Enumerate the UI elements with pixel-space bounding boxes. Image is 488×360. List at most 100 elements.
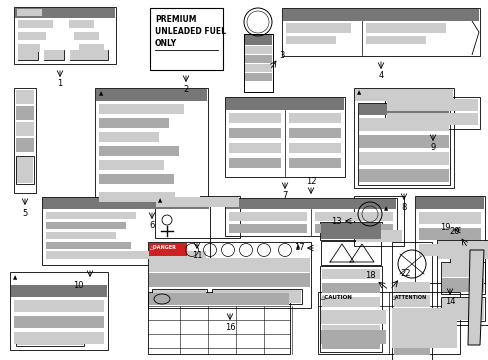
Bar	[99, 132, 159, 142]
Text: 6: 6	[149, 221, 154, 230]
Bar	[358, 152, 448, 165]
Bar	[358, 169, 448, 182]
Bar	[321, 339, 379, 349]
Text: 2: 2	[183, 85, 188, 94]
Bar	[225, 98, 343, 110]
Bar	[14, 316, 104, 328]
Bar	[99, 146, 179, 156]
Bar	[319, 266, 381, 352]
Bar	[393, 282, 429, 292]
Bar	[228, 143, 281, 153]
Bar	[44, 50, 64, 60]
Bar	[18, 44, 40, 52]
Bar	[321, 297, 379, 307]
Text: 17: 17	[293, 243, 304, 252]
Bar	[43, 198, 208, 209]
Text: 16: 16	[224, 323, 235, 332]
Bar	[288, 113, 340, 123]
Text: ▲: ▲	[383, 206, 387, 211]
Bar	[386, 99, 477, 111]
Bar	[441, 278, 483, 292]
Bar	[149, 273, 309, 287]
Bar	[321, 283, 379, 293]
Text: 10: 10	[73, 280, 83, 289]
Bar	[449, 256, 477, 276]
Bar	[365, 36, 425, 44]
Bar	[320, 223, 380, 239]
Bar	[10, 272, 108, 350]
Text: 11: 11	[191, 252, 202, 261]
Bar	[282, 8, 479, 56]
Bar	[74, 32, 99, 40]
Bar	[321, 325, 379, 335]
Bar	[288, 158, 340, 168]
Bar	[414, 196, 484, 283]
Bar	[441, 298, 483, 320]
Bar	[17, 9, 42, 16]
Text: 13: 13	[330, 216, 341, 225]
Bar	[99, 160, 163, 170]
Bar	[415, 197, 483, 209]
Bar	[14, 332, 104, 344]
Bar	[70, 50, 108, 60]
Bar	[244, 34, 272, 92]
Bar	[225, 199, 395, 209]
Text: 12: 12	[305, 176, 316, 185]
Bar	[42, 197, 209, 265]
Bar	[46, 232, 116, 239]
Text: 1: 1	[57, 80, 62, 89]
Bar	[149, 258, 309, 272]
Bar	[224, 97, 345, 177]
Bar	[70, 50, 108, 60]
Bar	[288, 128, 340, 138]
Bar	[18, 50, 38, 60]
Bar	[288, 143, 340, 153]
Bar	[244, 35, 271, 45]
Bar	[321, 311, 379, 321]
Bar	[46, 252, 121, 259]
Bar	[46, 242, 131, 249]
Bar	[99, 192, 189, 202]
Bar	[16, 138, 34, 152]
Bar	[320, 330, 385, 344]
Text: 5: 5	[22, 208, 27, 217]
Bar	[152, 289, 206, 304]
Bar	[418, 228, 480, 240]
Bar	[96, 89, 206, 101]
Bar	[440, 262, 484, 294]
Bar	[69, 20, 94, 28]
Bar	[358, 135, 448, 148]
Bar	[16, 106, 34, 120]
Bar	[17, 335, 83, 345]
Bar	[393, 343, 429, 355]
Bar	[228, 224, 306, 233]
Bar	[353, 196, 403, 246]
Bar	[393, 327, 429, 339]
Polygon shape	[467, 250, 483, 345]
Bar	[244, 55, 271, 63]
Bar	[46, 251, 205, 259]
Bar	[440, 297, 484, 321]
Bar	[228, 158, 281, 168]
Bar	[14, 300, 104, 312]
Bar	[46, 222, 126, 229]
Bar	[244, 73, 271, 81]
Text: 18: 18	[364, 271, 375, 280]
Bar	[437, 241, 487, 259]
Text: 8: 8	[401, 202, 406, 211]
Bar	[228, 128, 281, 138]
Bar	[17, 157, 33, 183]
Text: 20: 20	[449, 228, 459, 237]
Bar	[95, 88, 207, 206]
Bar	[16, 156, 34, 184]
Bar	[14, 88, 36, 193]
Bar	[320, 310, 385, 324]
Bar	[393, 295, 429, 307]
Bar	[155, 196, 240, 238]
Bar	[358, 118, 448, 131]
Bar	[355, 230, 401, 242]
Text: 9: 9	[429, 144, 435, 153]
Bar	[156, 197, 239, 207]
Bar	[150, 8, 223, 70]
Bar	[11, 285, 107, 297]
